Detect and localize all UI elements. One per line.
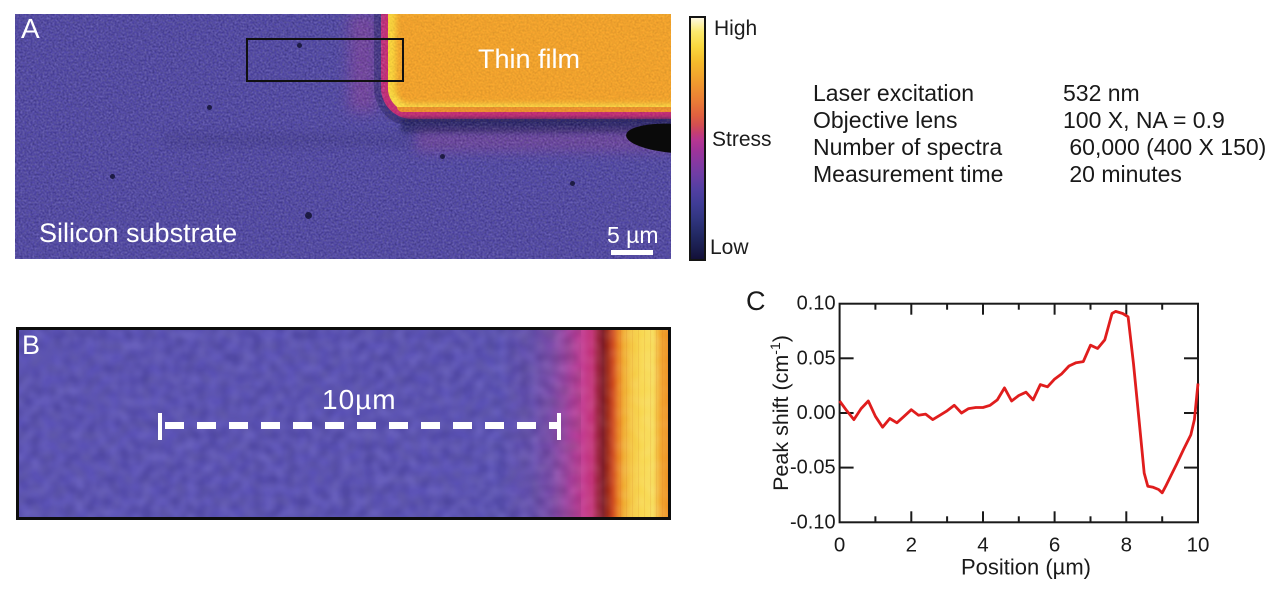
svg-text:0: 0 bbox=[834, 533, 845, 556]
svg-text:4: 4 bbox=[977, 533, 988, 556]
svg-text:6: 6 bbox=[1049, 533, 1060, 556]
svg-text:8: 8 bbox=[1121, 533, 1132, 556]
svg-text:Position (µm): Position (µm) bbox=[961, 554, 1091, 579]
svg-text:-0.05: -0.05 bbox=[790, 457, 836, 479]
svg-text:0.10: 0.10 bbox=[797, 293, 836, 315]
svg-text:0.00: 0.00 bbox=[797, 402, 836, 424]
svg-text:2: 2 bbox=[906, 533, 917, 556]
svg-text:C: C bbox=[746, 286, 766, 316]
svg-text:0.05: 0.05 bbox=[797, 347, 836, 369]
svg-text:Peak shift (cm-1): Peak shift (cm-1) bbox=[767, 335, 793, 491]
svg-text:10: 10 bbox=[1187, 533, 1210, 556]
svg-text:-0.10: -0.10 bbox=[790, 511, 836, 533]
